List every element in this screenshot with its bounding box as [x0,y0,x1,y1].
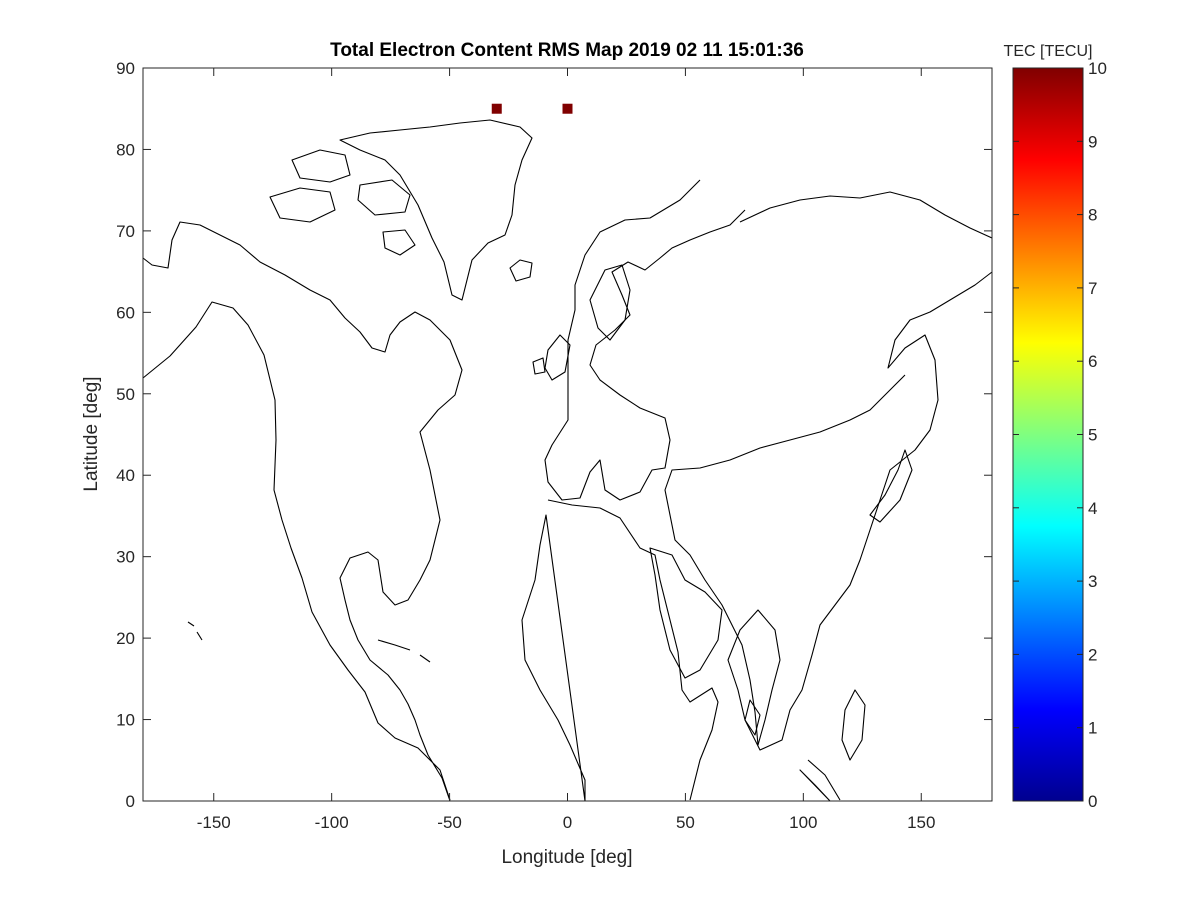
hawaii-coastline [187,621,203,641]
colorbar-tick-label: 2 [1088,645,1097,664]
north-america-coastline [142,221,463,802]
colorbar-tick-label: 3 [1088,572,1097,591]
chart-title: Total Electron Content RMS Map 2019 02 1… [330,40,804,61]
y-tick-label: 60 [116,303,135,322]
x-tick-label: 100 [789,813,817,832]
iceland-coastline [509,259,533,282]
y-tick-label: 70 [116,222,135,241]
rms-point-layer [491,103,573,114]
rms-data-point [491,103,502,114]
colorbar-tick-label: 6 [1088,352,1097,371]
y-tick-label: 30 [116,548,135,567]
y-ticks: 0 10 20 30 40 50 60 70 80 90 [116,59,992,811]
colorbar-tick-label: 0 [1088,792,1097,811]
y-tick-label: 50 [116,385,135,404]
greenland-coastline [339,119,533,301]
caribbean-coastline [377,639,431,663]
southeast-asia-coastline [744,699,761,736]
x-tick-label: 150 [907,813,935,832]
rms-data-point [562,103,573,114]
y-tick-label: 90 [116,59,135,78]
british-isles-coastline [544,334,571,381]
x-tick-label: -50 [437,813,462,832]
europe-coastline [544,179,746,501]
x-tick-label: -150 [197,813,231,832]
arctic-island-coastline [291,149,351,183]
colorbar-tick-label: 10 [1088,59,1107,78]
colorbar-gradient [1013,68,1083,801]
colorbar-tick-label: 4 [1088,499,1097,518]
british-isles-coastline [532,357,546,375]
arctic-island-coastline [269,187,336,223]
colorbar-tick-label: 7 [1088,279,1097,298]
colorbar: TEC [TECU] 0 1 2 3 4 5 6 7 8 9 10 [1004,43,1107,811]
x-axis-label: Longitude [deg] [501,847,632,868]
southeast-asia-coastline [841,689,866,761]
colorbar-tick-label: 1 [1088,719,1097,738]
africa-coastline [521,499,719,802]
colorbar-title: TEC [TECU] [1004,43,1093,60]
scandinavia-coastline [589,264,631,341]
arctic-island-coastline [357,179,411,216]
y-tick-label: 10 [116,711,135,730]
japan-coastline [869,449,913,523]
y-tick-label: 20 [116,629,135,648]
x-tick-label: 0 [563,813,572,832]
map-axes: -150 -100 -50 0 50 100 150 0 10 20 30 40 50 60 70 80 90 [116,59,993,832]
colorbar-tick-label: 8 [1088,206,1097,225]
x-ticks: -150 -100 -50 0 50 100 150 [197,68,935,832]
southeast-asia-coastline [799,759,841,802]
asia-coastline [664,191,993,751]
y-tick-label: 40 [116,466,135,485]
coastline-layer [142,119,993,802]
colorbar-tick-label: 5 [1088,426,1097,445]
x-tick-label: -100 [315,813,349,832]
colorbar-ticks: 0 1 2 3 4 5 6 7 8 9 10 [1013,59,1107,811]
x-tick-label: 50 [676,813,695,832]
colorbar-tick-label: 9 [1088,132,1097,151]
arctic-island-coastline [382,229,416,256]
y-tick-label: 80 [116,140,135,159]
arabia-coastline [649,547,723,679]
y-axis-label: Latitude [deg] [81,376,102,491]
plot-area [143,68,992,801]
y-tick-label: 0 [126,792,135,811]
